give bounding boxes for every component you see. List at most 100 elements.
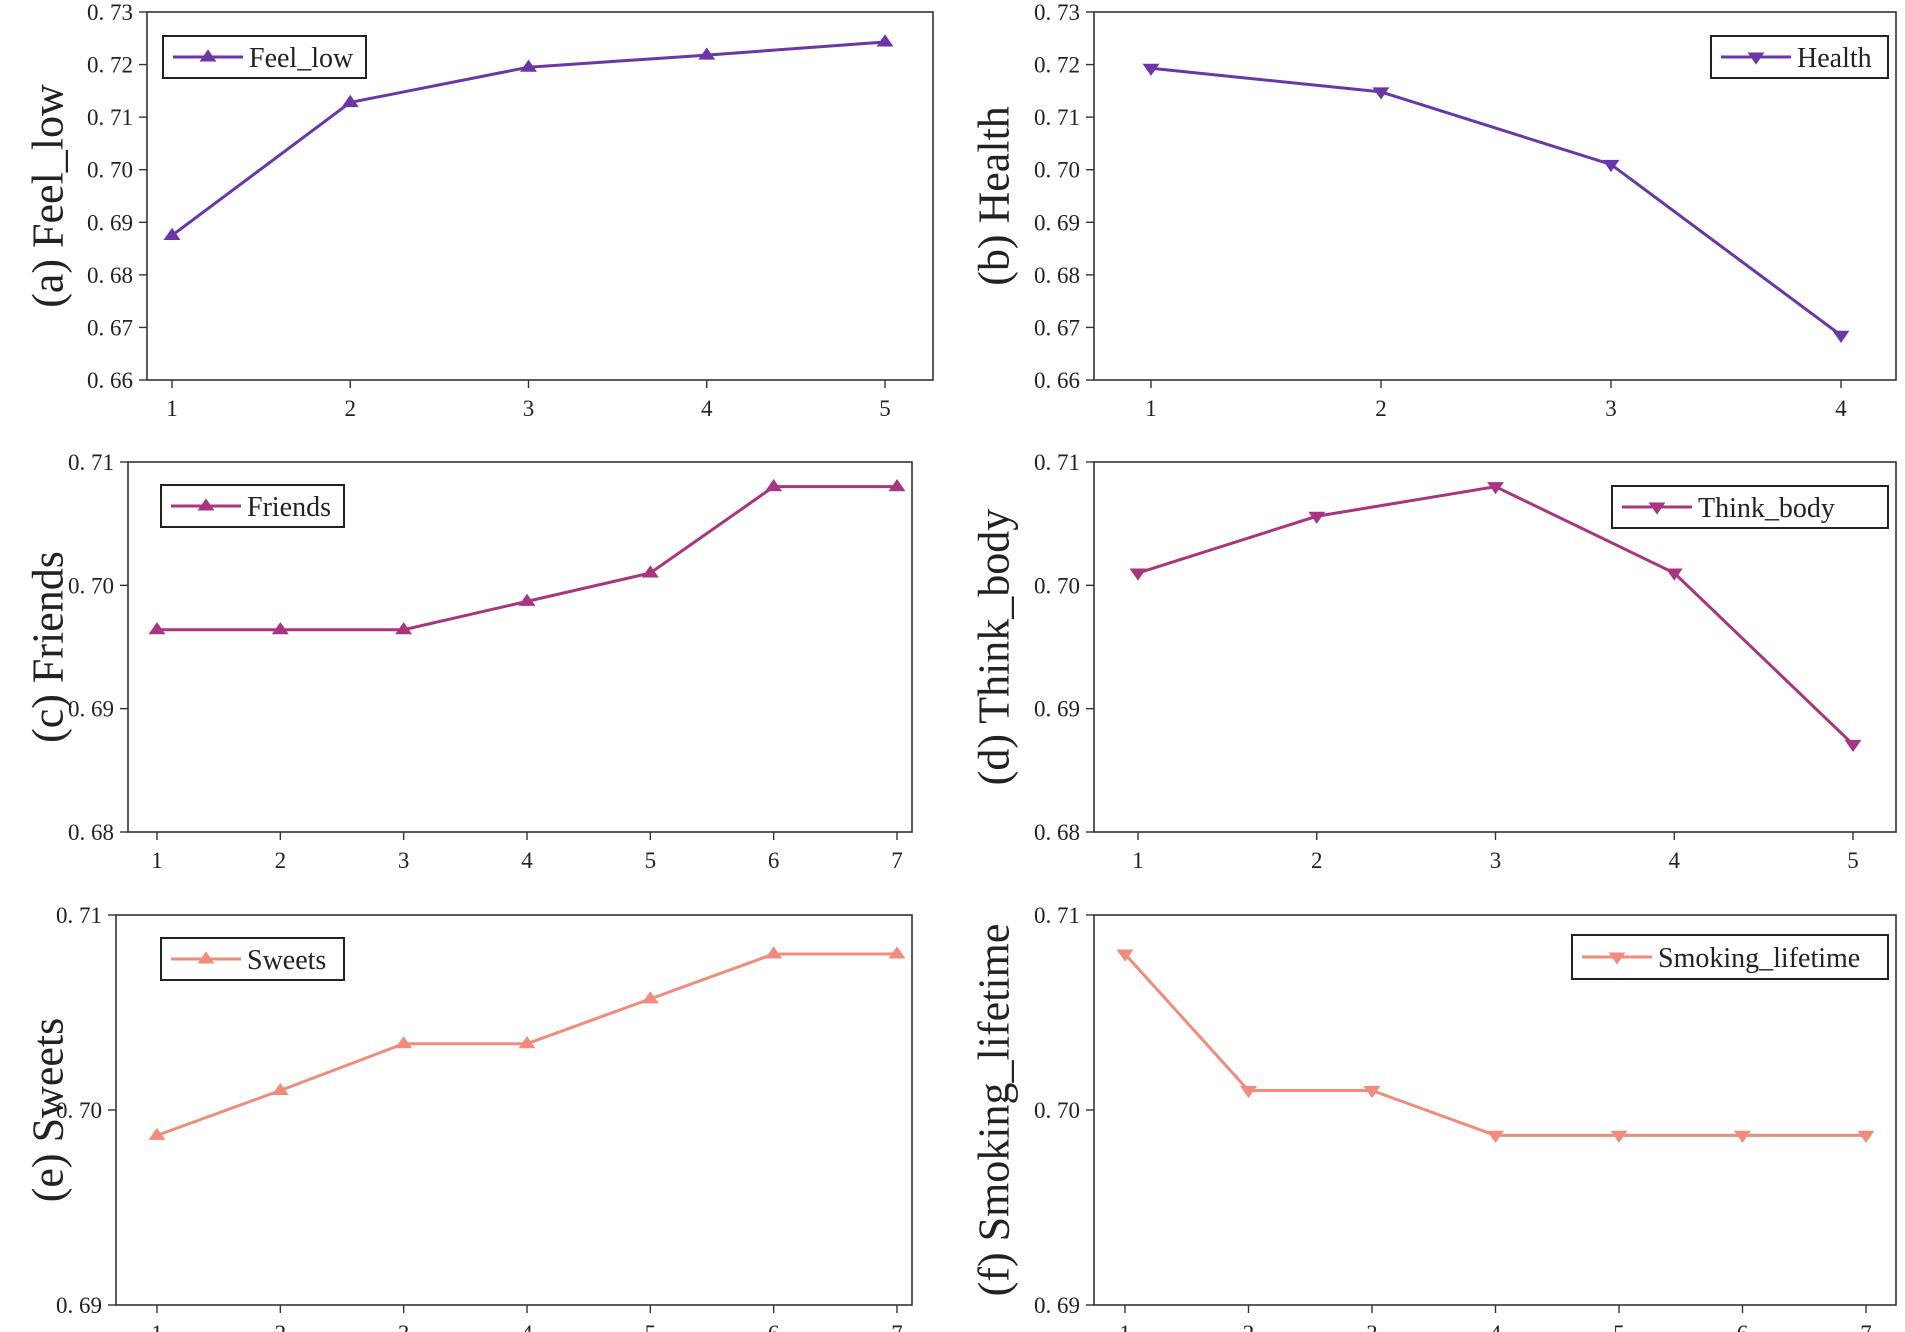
chart-panel-3: 0. 68 0. 69 0. 70 0. 71 1 2 3 4 5 6 7 (c) Friends Fr… bbox=[24, 450, 913, 873]
y-tick-label: 0. 71 bbox=[87, 105, 133, 130]
legend-marker bbox=[197, 498, 215, 511]
x-tick-label: 5 bbox=[645, 848, 657, 873]
y-tick-label: 0. 71 bbox=[68, 450, 114, 475]
y-tick-label: 0. 68 bbox=[87, 263, 133, 288]
y-axis-label: (c) Friends bbox=[24, 551, 73, 743]
data-point bbox=[1487, 1130, 1504, 1143]
x-tick-label: 3 bbox=[398, 848, 410, 873]
y-axis-label: (f) Smoking_lifetime bbox=[970, 924, 1019, 1297]
data-point bbox=[271, 622, 289, 635]
x-tick-label: 7 bbox=[891, 848, 903, 873]
x-tick-label: 3 bbox=[1490, 848, 1502, 873]
legend-label: Smoking_lifetime bbox=[1658, 943, 1860, 974]
y-tick-label: 0. 69 bbox=[1034, 697, 1080, 722]
x-tick-label: 5 bbox=[1847, 848, 1859, 873]
data-point bbox=[518, 593, 536, 606]
x-tick-label: 2 bbox=[275, 848, 287, 873]
legend-label: Sweets bbox=[247, 945, 326, 976]
legend-label: Think_body bbox=[1698, 493, 1835, 524]
x-tick-label: 3 bbox=[398, 1321, 410, 1332]
legend-label: Friends bbox=[247, 492, 331, 523]
y-tick-label: 0. 70 bbox=[1034, 573, 1080, 598]
x-tick-label: 4 bbox=[1490, 1321, 1502, 1332]
x-tick-label: 1 bbox=[166, 396, 178, 421]
y-tick-label: 0. 67 bbox=[87, 315, 133, 340]
data-point bbox=[395, 1036, 413, 1049]
y-tick-label: 0. 73 bbox=[87, 0, 133, 25]
x-tick-label: 3 bbox=[1605, 396, 1617, 421]
x-tick-label: 4 bbox=[521, 848, 533, 873]
x-tick-label: 6 bbox=[768, 848, 780, 873]
legend-marker bbox=[197, 951, 215, 964]
data-point bbox=[1665, 568, 1683, 581]
x-tick-label: 6 bbox=[768, 1321, 780, 1332]
y-tick-label: 0. 66 bbox=[87, 368, 133, 393]
plot-frame bbox=[146, 11, 934, 381]
x-tick-label: 2 bbox=[345, 396, 357, 421]
data-point bbox=[765, 479, 783, 492]
x-tick-label: 1 bbox=[151, 1321, 163, 1332]
data-point bbox=[1363, 1085, 1381, 1099]
x-tick-label: 5 bbox=[879, 396, 891, 421]
y-axis-label: (a) Feel_low bbox=[24, 84, 73, 308]
data-point bbox=[876, 34, 894, 47]
x-tick-label: 4 bbox=[1669, 848, 1681, 873]
x-tick-label: 7 bbox=[1860, 1321, 1872, 1332]
data-point bbox=[765, 946, 783, 959]
legend-marker bbox=[1648, 502, 1666, 515]
y-tick-label: 0. 66 bbox=[1034, 368, 1080, 393]
y-tick-label: 0. 71 bbox=[1034, 903, 1080, 928]
y-tick-label: 0. 70 bbox=[56, 1098, 102, 1123]
y-tick-label: 0. 68 bbox=[1034, 263, 1080, 288]
data-point bbox=[1832, 330, 1850, 343]
x-tick-label: 2 bbox=[1243, 1321, 1255, 1332]
legend-marker bbox=[1747, 52, 1765, 65]
plot-frame bbox=[1093, 11, 1897, 381]
y-tick-label: 0. 70 bbox=[87, 158, 133, 183]
data-point bbox=[518, 1036, 536, 1049]
data-point bbox=[1857, 1130, 1875, 1143]
x-tick-label: 7 bbox=[891, 1321, 903, 1332]
x-tick-label: 2 bbox=[1375, 396, 1387, 421]
data-point bbox=[1844, 739, 1862, 753]
y-axis-label: (b) Health bbox=[970, 106, 1019, 286]
y-tick-label: 0. 70 bbox=[68, 573, 114, 598]
y-tick-label: 0. 68 bbox=[68, 820, 114, 845]
x-tick-label: 6 bbox=[1737, 1321, 1749, 1332]
data-point bbox=[1116, 949, 1134, 962]
data-point bbox=[1372, 87, 1390, 100]
x-tick-label: 5 bbox=[645, 1321, 657, 1332]
data-point bbox=[148, 1127, 166, 1140]
x-tick-label: 2 bbox=[1311, 848, 1323, 873]
data-point bbox=[1610, 1130, 1628, 1143]
y-tick-label: 0. 69 bbox=[68, 697, 114, 722]
x-tick-label: 1 bbox=[1119, 1321, 1131, 1332]
data-point bbox=[1142, 63, 1160, 76]
series-line bbox=[1123, 952, 1866, 1137]
x-tick-label: 3 bbox=[1366, 1321, 1378, 1332]
legend-marker bbox=[1608, 952, 1626, 965]
data-point bbox=[1308, 511, 1326, 524]
y-tick-label: 0. 69 bbox=[1034, 210, 1080, 235]
data-point bbox=[1487, 482, 1504, 495]
y-tick-label: 0. 72 bbox=[1034, 53, 1080, 78]
x-tick-label: 5 bbox=[1613, 1321, 1625, 1332]
data-point bbox=[641, 991, 659, 1004]
data-point bbox=[395, 622, 413, 635]
data-point bbox=[888, 479, 906, 492]
plot-frame bbox=[127, 461, 913, 833]
chart-panel-6: 0. 69 0. 70 0. 71 1 2 3 4 5 6 7 (f) Smoking_lifeti… bbox=[970, 903, 1897, 1332]
y-tick-label: 0. 70 bbox=[1034, 158, 1080, 183]
y-tick-label: 0. 71 bbox=[56, 903, 102, 928]
data-point bbox=[1240, 1085, 1257, 1099]
data-point bbox=[148, 622, 166, 635]
y-axis-label: (e) Sweets bbox=[24, 1018, 73, 1203]
chart-panel-1: 0. 66 0. 67 0. 68 0. 69 0. 70 0. 71 0. 72 0. 73… bbox=[24, 0, 934, 421]
y-tick-label: 0. 68 bbox=[1034, 820, 1080, 845]
data-point bbox=[163, 227, 181, 240]
legend-label: Health bbox=[1797, 43, 1872, 74]
chart-panel-5: 0. 69 0. 70 0. 71 1 2 3 4 5 6 7 (e) Sweets Sweets bbox=[24, 903, 913, 1332]
y-tick-label: 0. 70 bbox=[1034, 1098, 1080, 1123]
y-tick-label: 0. 67 bbox=[1034, 315, 1080, 340]
